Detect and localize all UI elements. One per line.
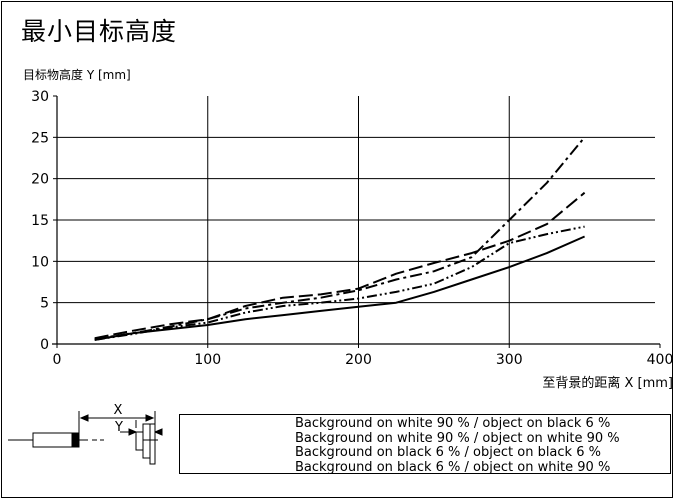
series-line-1 bbox=[94, 136, 586, 340]
legend-label-4: Background on black 6 % / object on whit… bbox=[295, 459, 611, 475]
sensor-lens bbox=[71, 432, 80, 448]
series-lines bbox=[94, 136, 586, 341]
y-axis-label: 目标物高度 Y [mm] bbox=[23, 68, 131, 82]
legend-label-2: Background on white 90 % / object on whi… bbox=[295, 430, 620, 446]
measurement-diagram bbox=[8, 411, 163, 465]
chart-title: 最小目标高度 bbox=[21, 17, 178, 46]
x-tick-label: 100 bbox=[194, 352, 221, 368]
series-line-4 bbox=[94, 235, 586, 341]
y-tick-label: 5 bbox=[40, 296, 49, 312]
x-arrow-left bbox=[79, 414, 89, 422]
legend-label-3: Background on black 6 % / object on blac… bbox=[295, 445, 601, 460]
sensor-body bbox=[32, 432, 79, 448]
legend bbox=[179, 414, 671, 474]
axes bbox=[52, 95, 661, 348]
series-line-2 bbox=[94, 191, 586, 340]
y-tick-label: 25 bbox=[31, 130, 49, 146]
series-line-3 bbox=[94, 225, 585, 341]
y-tick-label: 0 bbox=[40, 337, 49, 353]
x-tick-label: 200 bbox=[345, 352, 372, 368]
x-tick-label: 400 bbox=[647, 352, 674, 368]
target-object bbox=[135, 431, 144, 451]
diagram-y-label: Y bbox=[114, 420, 123, 435]
y-arrow-left bbox=[128, 428, 138, 436]
diagram-x-label: X bbox=[114, 403, 123, 418]
x-axis-label: 至背景的距离 X [mm] bbox=[542, 376, 673, 391]
background-edge bbox=[149, 423, 156, 465]
legend-label-1: Background on white 90 % / object on bla… bbox=[295, 416, 611, 431]
x-arrow-right bbox=[145, 414, 155, 422]
y-arrow-right bbox=[153, 428, 163, 436]
x-tick-label: 0 bbox=[53, 352, 62, 368]
y-tick-label: 20 bbox=[31, 172, 49, 188]
y-tick-label: 30 bbox=[31, 89, 49, 105]
x-tick-label: 300 bbox=[496, 352, 523, 368]
y-tick-label: 10 bbox=[31, 254, 49, 270]
y-tick-label: 15 bbox=[31, 213, 49, 229]
